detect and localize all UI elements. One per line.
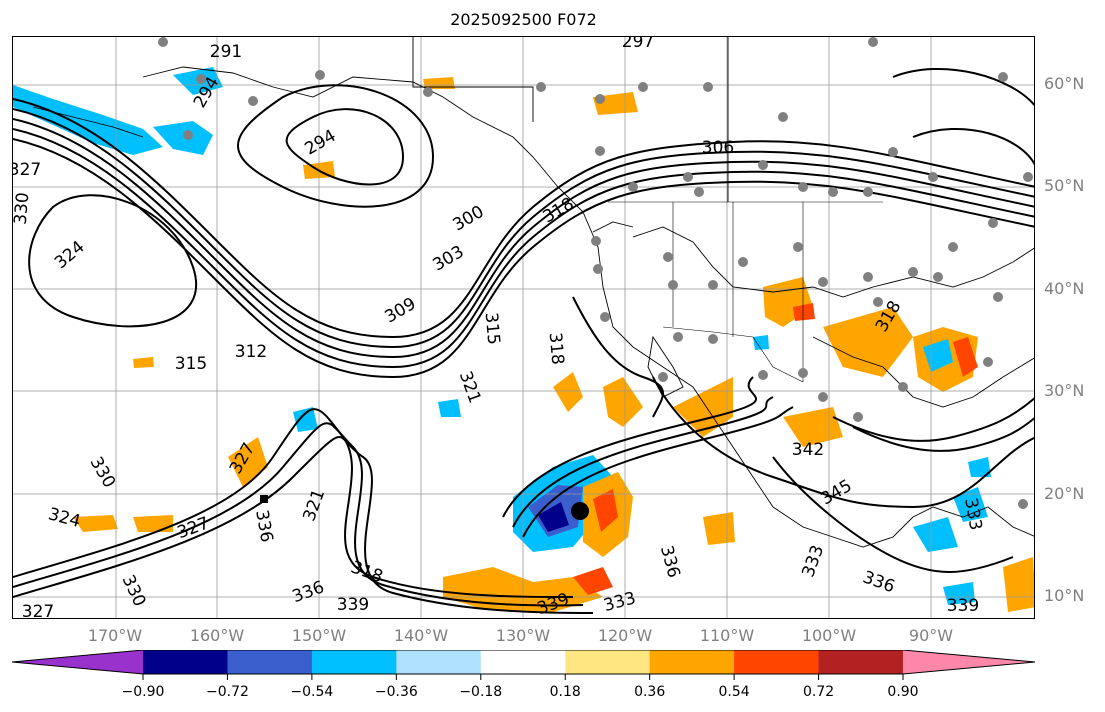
longitude-label: 140°W bbox=[393, 626, 449, 645]
contour-label: 321 bbox=[299, 487, 329, 524]
colorbar-ticks bbox=[142, 674, 904, 680]
contour-label: 339 bbox=[337, 595, 369, 615]
storm-center-marker bbox=[571, 502, 589, 520]
contour-label: 330 bbox=[118, 572, 150, 610]
contour-label: 306 bbox=[702, 138, 734, 158]
longitude-label: 90°W bbox=[908, 626, 954, 645]
colorbar-tick-label: −0.18 bbox=[459, 684, 503, 700]
longitude-label: 170°W bbox=[87, 626, 143, 645]
latitude-label: 50°N bbox=[1044, 176, 1085, 196]
contour-label: 342 bbox=[792, 440, 824, 460]
contour-label: 318 bbox=[348, 557, 385, 587]
map-title: 2025092500 F072 bbox=[450, 10, 597, 29]
longitude-label: 100°W bbox=[801, 626, 857, 645]
contour-label: 336 bbox=[656, 543, 684, 580]
contour-label: 333 bbox=[601, 588, 638, 616]
station-markers bbox=[158, 37, 1033, 509]
colorbar-segment bbox=[734, 650, 820, 674]
coastlines bbox=[32, 37, 1034, 548]
point-marker bbox=[260, 495, 268, 503]
contour-label: 330 bbox=[13, 192, 33, 226]
colorbar-tick-label: 0.72 bbox=[802, 684, 835, 700]
colorbar-segment bbox=[480, 650, 566, 674]
colorbar-segment bbox=[311, 650, 397, 674]
latitude-label: 40°N bbox=[1044, 278, 1085, 298]
latitude-label: 30°N bbox=[1044, 381, 1085, 401]
contour-label: 336 bbox=[860, 567, 897, 597]
colorbar-segment bbox=[227, 650, 313, 674]
latitude-label: 20°N bbox=[1044, 483, 1085, 503]
contour-label: 321 bbox=[455, 369, 485, 406]
contour-label: 291 bbox=[210, 42, 242, 62]
contour-label: 327 bbox=[13, 160, 41, 180]
contour-label: 303 bbox=[429, 242, 467, 276]
colorbar-segment bbox=[903, 650, 1035, 674]
longitude-label: 160°W bbox=[189, 626, 245, 645]
contour-label: 333 bbox=[960, 496, 985, 531]
contour-label: 294 bbox=[301, 126, 339, 160]
latitude-label: 10°N bbox=[1044, 586, 1085, 605]
contour-label: 315 bbox=[481, 312, 504, 346]
contour-label: 333 bbox=[798, 543, 828, 580]
colorbar-tick-label: 0.18 bbox=[549, 684, 581, 700]
contour-label: 327 bbox=[22, 602, 54, 619]
colorbar-tick-label: −0.54 bbox=[290, 684, 334, 700]
contour-label: 315 bbox=[175, 354, 207, 374]
shaded-field bbox=[13, 67, 1034, 612]
contour-label: 345 bbox=[817, 476, 855, 510]
colorbar-segment bbox=[818, 650, 904, 674]
contour-label: 336 bbox=[290, 577, 327, 607]
map-panel: 291 297 294 294 327 330 324 306 300 303 … bbox=[12, 36, 1035, 619]
contour-label: 336 bbox=[251, 508, 276, 543]
colorbar-tick-label: 0.90 bbox=[887, 684, 919, 700]
contour-label: 324 bbox=[46, 504, 83, 532]
colorbar-tick-label: 0.54 bbox=[718, 684, 750, 700]
colorbar-tick-label: −0.72 bbox=[205, 684, 249, 700]
colorbar-segment bbox=[649, 650, 735, 674]
borders bbox=[608, 201, 883, 383]
colorbar bbox=[11, 650, 1036, 680]
colorbar-tick-label: −0.36 bbox=[374, 684, 418, 700]
colorbar-segment bbox=[12, 650, 143, 674]
colorbar-segment bbox=[565, 650, 651, 674]
colorbar-segment bbox=[396, 650, 482, 674]
contour-label: 327 bbox=[175, 513, 212, 543]
longitude-label: 130°W bbox=[495, 626, 551, 645]
contour-label: 318 bbox=[545, 332, 568, 366]
contour-label: 339 bbox=[947, 596, 979, 616]
map-canvas: 291 297 294 294 327 330 324 306 300 303 … bbox=[13, 37, 1034, 619]
contour-lines bbox=[13, 68, 1034, 614]
colorbar-segment bbox=[143, 650, 228, 674]
longitude-label: 120°W bbox=[597, 626, 653, 645]
longitude-label: 110°W bbox=[699, 626, 755, 645]
contour-label: 312 bbox=[235, 342, 267, 362]
colorbar-tick-label: −0.90 bbox=[121, 684, 165, 700]
contour-label: 330 bbox=[86, 453, 120, 491]
contour-label: 297 bbox=[622, 37, 654, 52]
contour-label: 324 bbox=[51, 237, 89, 273]
colorbar-tick-label: 0.36 bbox=[634, 684, 666, 700]
colorbar-segments bbox=[11, 650, 1036, 675]
longitude-label: 150°W bbox=[291, 626, 347, 645]
contour-label: 309 bbox=[381, 294, 419, 328]
contour-label: 300 bbox=[449, 202, 487, 236]
latitude-label: 60°N bbox=[1044, 74, 1085, 93]
